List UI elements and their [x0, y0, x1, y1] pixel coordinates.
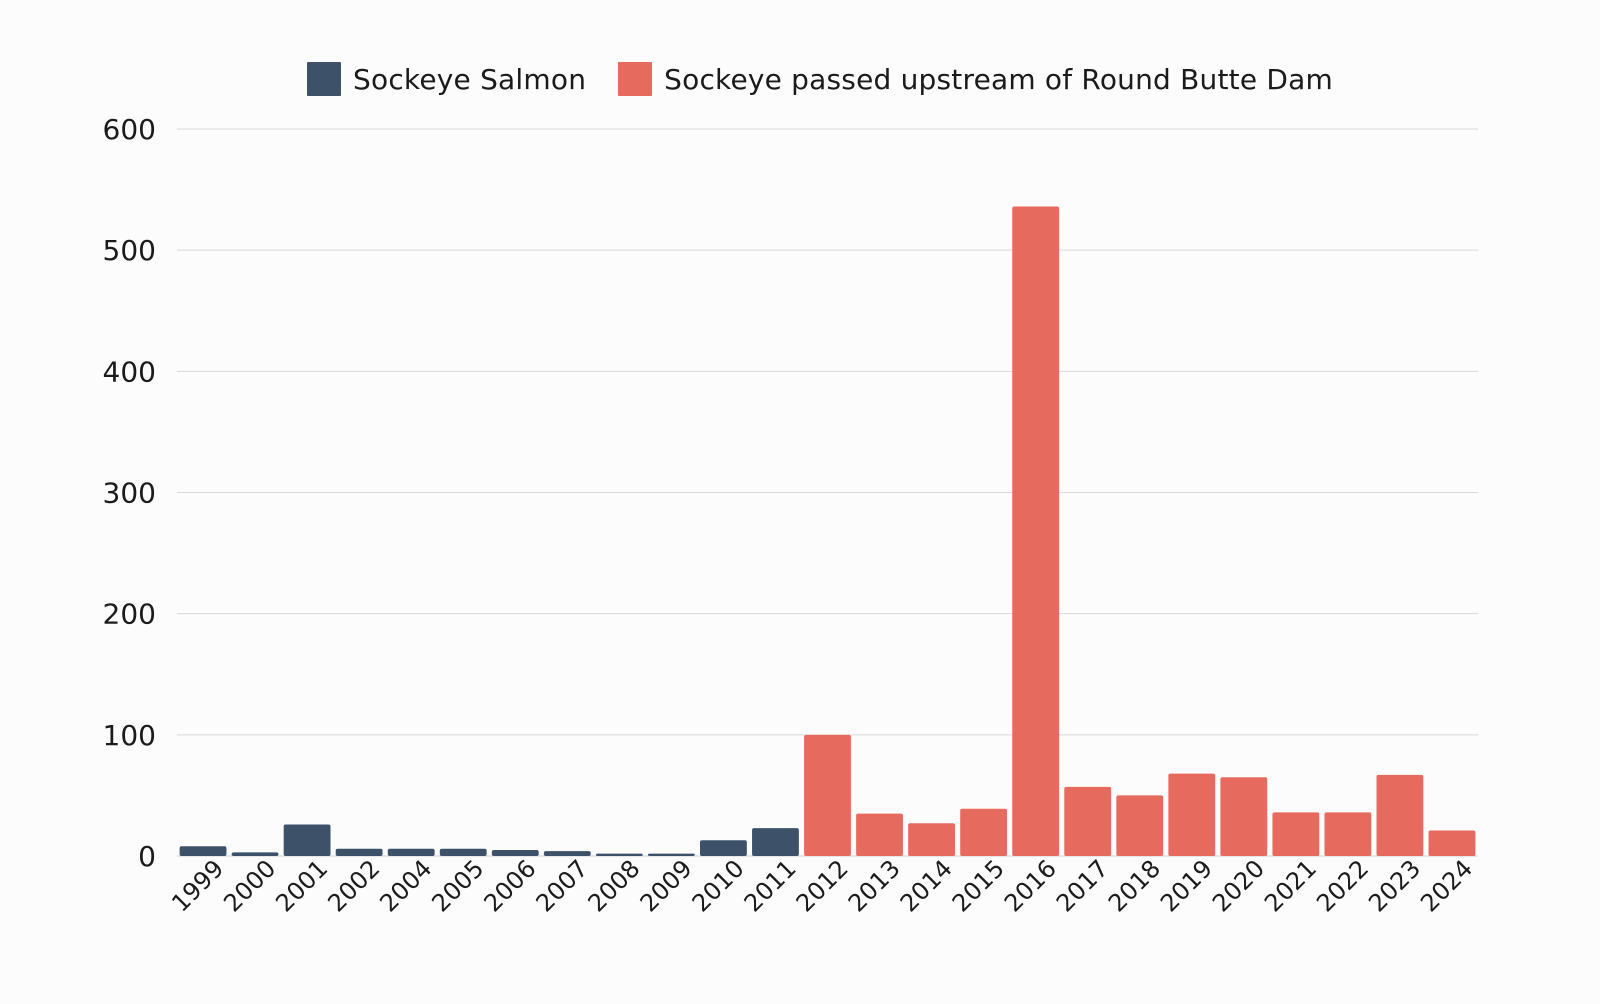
bar-sockeye-salmon	[543, 851, 591, 856]
bar-sockeye-passed-upstream	[1012, 206, 1060, 857]
x-tick-label: 2001	[270, 854, 333, 917]
bar-sockeye-salmon	[335, 848, 383, 856]
legend-label-series-2: Sockeye passed upstream of Round Butte D…	[664, 62, 1333, 96]
bar-sockeye-passed-upstream	[1168, 773, 1216, 856]
x-tick-label: 2015	[947, 854, 1010, 917]
gridlines	[177, 128, 1478, 857]
x-tick-label: 2011	[739, 854, 802, 917]
bar-sockeye-passed-upstream	[1220, 777, 1268, 856]
bar-sockeye-passed-upstream	[1272, 812, 1320, 856]
bar-sockeye-salmon	[283, 824, 331, 856]
x-tick-label: 2014	[895, 854, 958, 917]
x-tick-label: 2006	[479, 854, 542, 917]
x-tick-label: 2009	[635, 854, 698, 917]
y-tick-label: 400	[103, 355, 156, 388]
bar-sockeye-passed-upstream	[1064, 786, 1112, 856]
x-tick-label: 2007	[531, 854, 594, 917]
bar-sockeye-passed-upstream	[856, 813, 903, 856]
x-tick-label: 2022	[1311, 854, 1374, 917]
bar-sockeye-salmon	[231, 852, 279, 856]
x-tick-label: 2012	[791, 854, 854, 917]
bar-sockeye-salmon	[752, 828, 799, 856]
bar-sockeye-passed-upstream	[804, 734, 851, 856]
bar-sockeye-salmon	[647, 853, 695, 856]
x-tick-label: 2019	[1155, 854, 1218, 917]
x-tick-label: 2021	[1259, 854, 1322, 917]
y-tick-label: 300	[103, 477, 156, 510]
legend-item-series-2: Sockeye passed upstream of Round Butte D…	[618, 62, 1333, 96]
legend: Sockeye Salmon Sockeye passed upstream o…	[0, 58, 1600, 100]
x-tick-label: 2002	[322, 854, 385, 917]
x-tick-label: 1999	[166, 854, 229, 917]
y-tick-label: 200	[103, 598, 156, 631]
x-tick-label: 2013	[843, 854, 906, 917]
legend-item-series-1: Sockeye Salmon	[307, 62, 586, 96]
bar-sockeye-passed-upstream	[1116, 795, 1164, 856]
x-axis: 1999200020012002200420052006200720082009…	[166, 854, 1478, 917]
legend-label-series-1: Sockeye Salmon	[353, 62, 587, 96]
y-tick-label: 600	[103, 113, 156, 146]
y-tick-label: 0	[138, 840, 156, 873]
x-tick-label: 2004	[374, 854, 437, 917]
bar-sockeye-passed-upstream	[1376, 774, 1424, 856]
y-tick-label: 100	[103, 719, 156, 752]
x-tick-label: 2024	[1415, 854, 1478, 917]
x-tick-label: 2020	[1207, 854, 1270, 917]
bar-sockeye-salmon	[595, 853, 643, 856]
x-tick-label: 2000	[218, 854, 281, 917]
bar-sockeye-passed-upstream	[1428, 830, 1476, 856]
bar-sockeye-salmon	[491, 849, 539, 856]
bar-sockeye-salmon	[700, 840, 747, 856]
bar-sockeye-passed-upstream	[1324, 812, 1372, 856]
legend-swatch-series-1	[307, 62, 342, 96]
bars	[179, 206, 1476, 857]
y-tick-label: 500	[103, 234, 156, 267]
bar-sockeye-passed-upstream	[908, 823, 955, 856]
x-tick-label: 2016	[999, 854, 1062, 917]
bar-sockeye-salmon	[387, 848, 435, 856]
bar-sockeye-salmon	[439, 848, 487, 856]
x-tick-label: 2005	[426, 854, 489, 917]
x-tick-label: 2023	[1363, 854, 1426, 917]
x-tick-label: 2018	[1103, 854, 1166, 917]
bar-sockeye-salmon	[179, 846, 227, 856]
x-tick-label: 2017	[1051, 854, 1114, 917]
x-tick-label: 2010	[687, 854, 750, 917]
x-tick-label: 2008	[583, 854, 646, 917]
bar-sockeye-passed-upstream	[960, 808, 1008, 856]
legend-swatch-series-2	[618, 62, 653, 96]
y-axis: 0 100 200 300 400 500 600	[103, 113, 156, 873]
